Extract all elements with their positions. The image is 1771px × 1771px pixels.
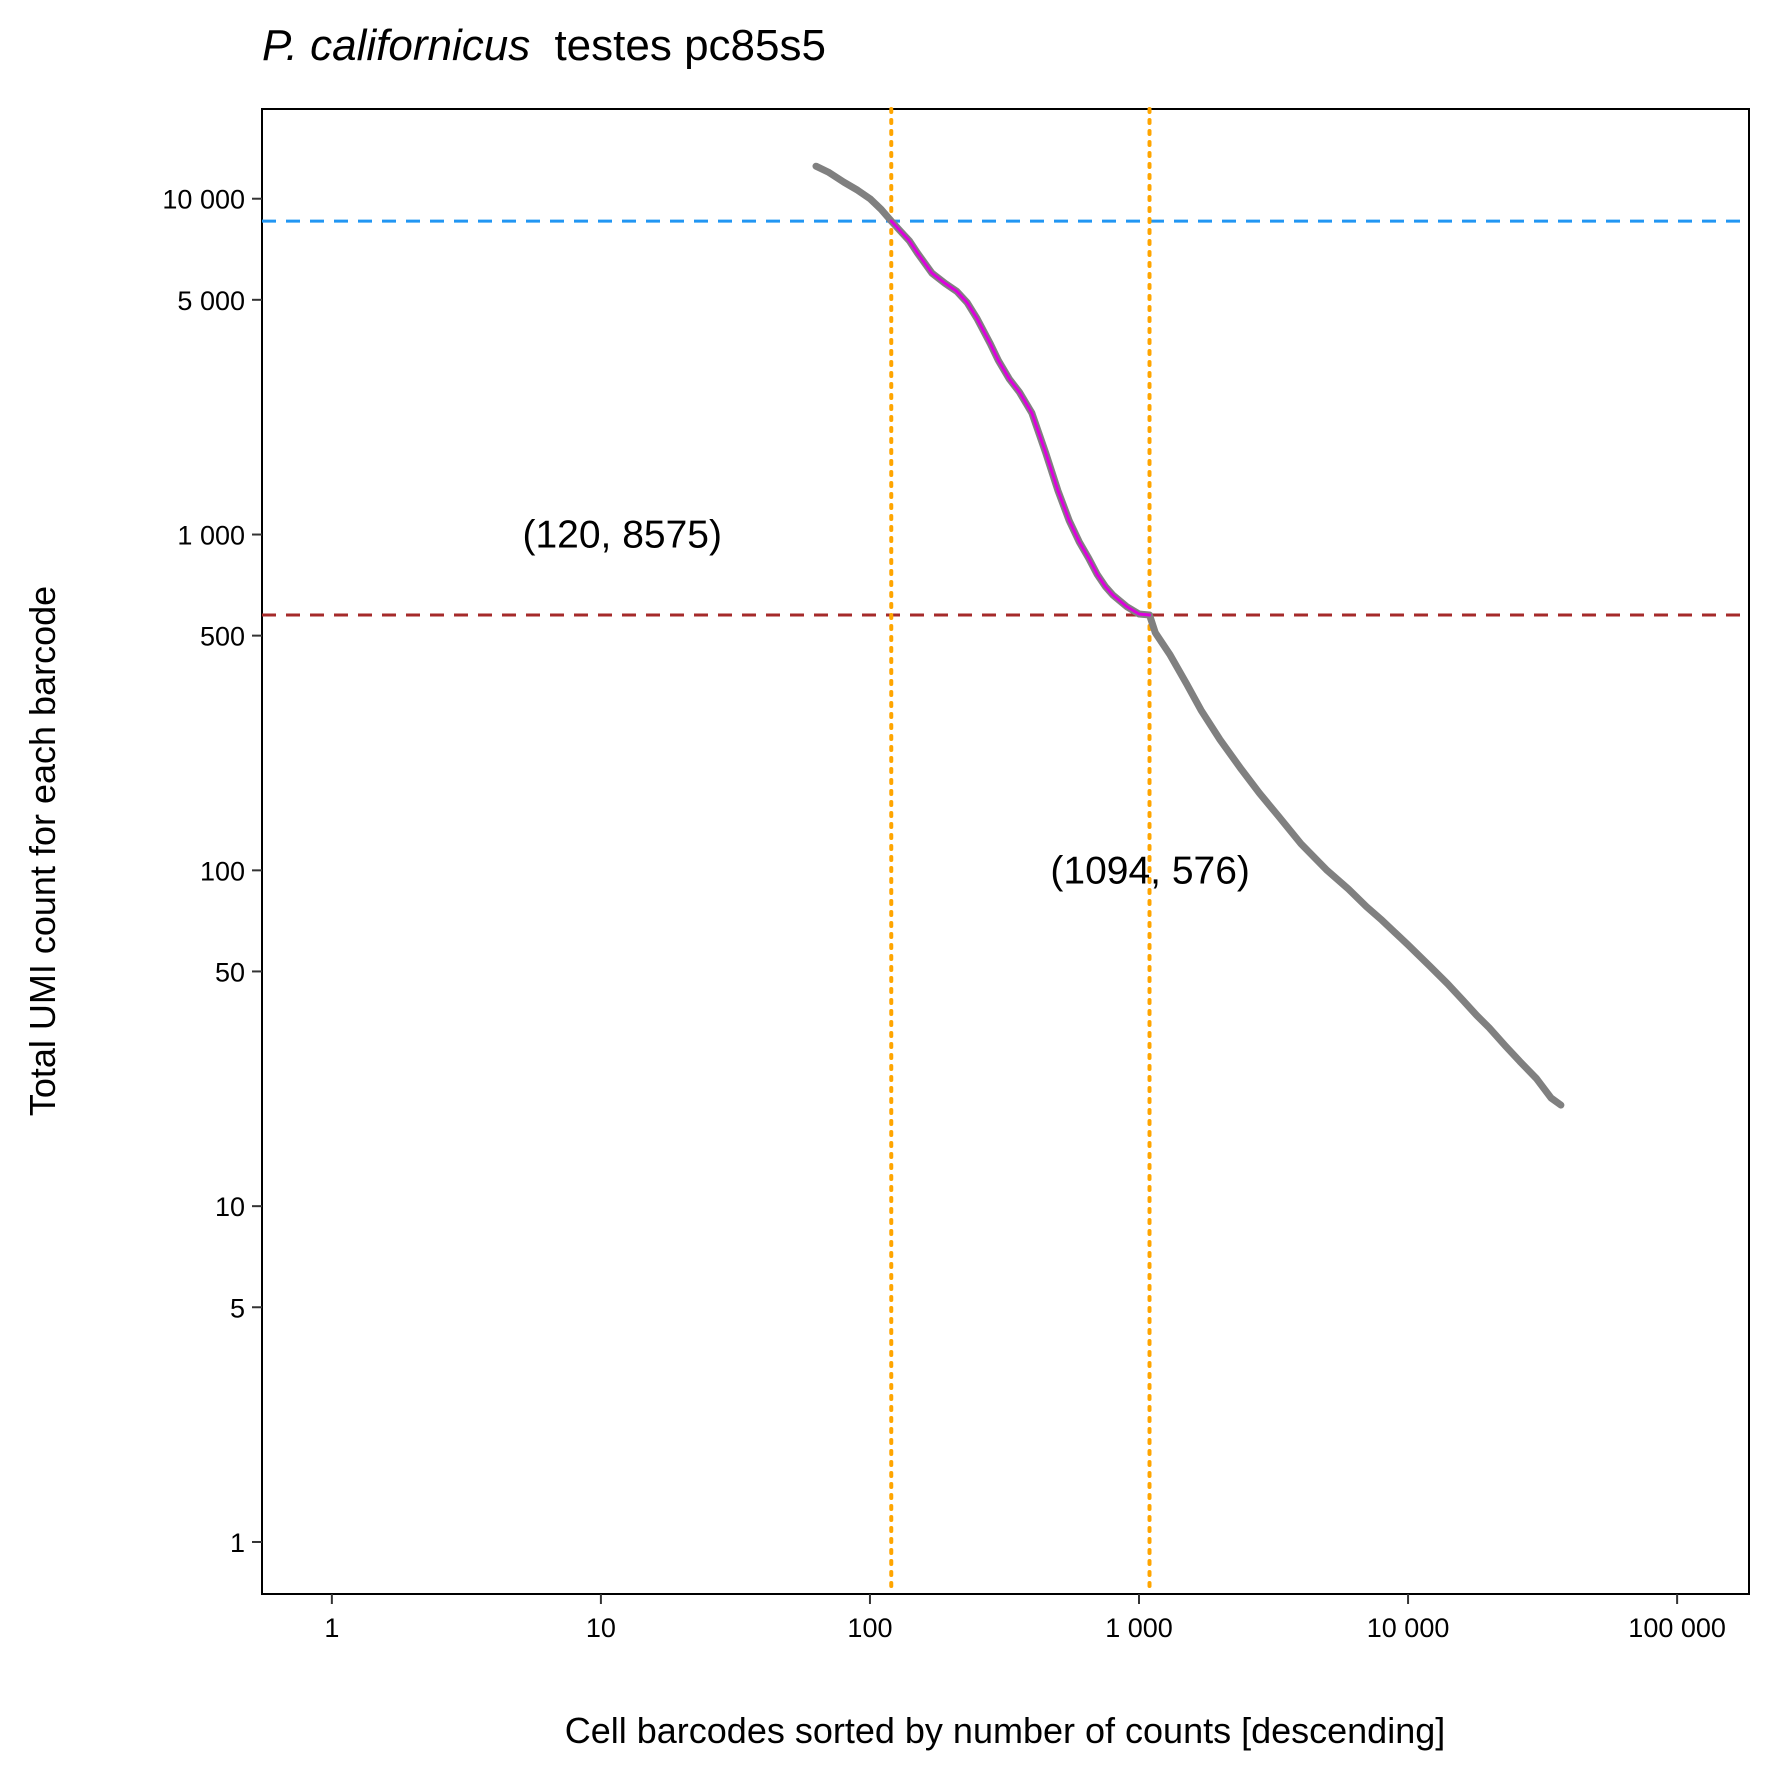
y-axis: 1 5 10 50 100 500 1 000 5 000 10 000 xyxy=(162,185,262,1558)
x-tick-label: 100 xyxy=(847,1613,892,1643)
x-tick-label: 1 xyxy=(324,1613,339,1643)
y-tick-label: 100 xyxy=(200,856,245,886)
y-tick-label: 1 xyxy=(230,1528,245,1558)
x-tick-label: 100 000 xyxy=(1628,1613,1726,1643)
y-tick-label: 500 xyxy=(200,622,245,652)
x-tick-label: 10 xyxy=(586,1613,616,1643)
y-axis-title: Total UMI count for each barcode xyxy=(22,586,63,1116)
point-annotation: (1094, 576) xyxy=(1050,849,1249,892)
y-tick-label: 10 xyxy=(215,1192,245,1222)
reference-lines xyxy=(262,107,1749,1596)
y-tick-label: 1 000 xyxy=(177,521,245,551)
y-tick-label: 5 000 xyxy=(177,286,245,316)
x-axis-title: Cell barcodes sorted by number of counts… xyxy=(565,1710,1446,1751)
x-axis: 1 10 100 1 000 10 000 100 000 xyxy=(324,1594,1726,1643)
barcode-curve-selected xyxy=(889,219,1151,617)
chart-title-species: P. californicus xyxy=(262,21,530,70)
plot-panel-border xyxy=(261,108,1750,1595)
chart-title: P. californicus testes pc85s5 xyxy=(262,21,826,70)
x-tick-label: 10 000 xyxy=(1367,1613,1450,1643)
y-tick-label: 10 000 xyxy=(162,185,245,215)
x-tick-label: 1 000 xyxy=(1105,1613,1173,1643)
series-layer xyxy=(812,162,1565,1109)
plot-panel xyxy=(261,108,1750,1595)
chart-title-rest: testes pc85s5 xyxy=(554,21,826,70)
annotations: (120, 8575) (1094, 576) xyxy=(522,514,1249,893)
y-tick-label: 5 xyxy=(230,1293,245,1323)
point-annotation: (120, 8575) xyxy=(522,514,721,557)
y-tick-label: 50 xyxy=(215,957,245,987)
